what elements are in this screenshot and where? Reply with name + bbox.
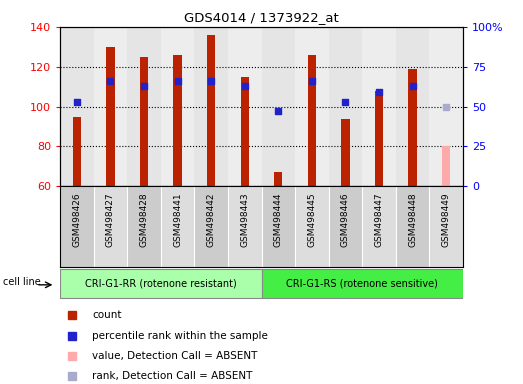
Bar [341, 119, 349, 186]
Bar [241, 77, 249, 186]
Text: GSM498441: GSM498441 [173, 193, 182, 247]
Text: count: count [93, 310, 122, 320]
Text: CRI-G1-RS (rotenone sensitive): CRI-G1-RS (rotenone sensitive) [286, 278, 438, 288]
FancyBboxPatch shape [60, 268, 262, 298]
Bar [161, 186, 195, 267]
Text: GSM498445: GSM498445 [308, 193, 316, 247]
Point [408, 83, 417, 89]
Bar [362, 186, 396, 267]
Bar [195, 186, 228, 267]
Bar [429, 186, 463, 267]
Point [241, 83, 249, 89]
Bar [308, 55, 316, 186]
Bar [328, 27, 362, 186]
Bar [127, 186, 161, 267]
Bar [73, 116, 81, 186]
Bar [408, 69, 417, 186]
Bar [127, 27, 161, 186]
Bar [94, 27, 127, 186]
Bar [94, 186, 127, 267]
Bar [375, 91, 383, 186]
Point [274, 108, 282, 114]
Text: GSM498444: GSM498444 [274, 193, 283, 247]
Bar [328, 186, 362, 267]
Text: GSM498428: GSM498428 [140, 193, 149, 247]
Text: GSM498426: GSM498426 [72, 193, 82, 247]
Text: percentile rank within the sample: percentile rank within the sample [93, 331, 268, 341]
Bar [161, 27, 195, 186]
Text: GSM498449: GSM498449 [441, 193, 451, 247]
Point [207, 78, 215, 84]
Text: cell line: cell line [3, 276, 41, 286]
Text: value, Detection Call = ABSENT: value, Detection Call = ABSENT [93, 351, 258, 361]
Bar [60, 27, 94, 186]
Bar [429, 27, 463, 186]
Bar [228, 186, 262, 267]
Bar [274, 172, 282, 186]
Bar [362, 27, 396, 186]
FancyBboxPatch shape [262, 268, 463, 298]
Text: GSM498447: GSM498447 [374, 193, 383, 247]
Bar [262, 186, 295, 267]
Point [341, 99, 349, 105]
Text: rank, Detection Call = ABSENT: rank, Detection Call = ABSENT [93, 371, 253, 381]
Text: GSM498427: GSM498427 [106, 193, 115, 247]
Point [442, 104, 450, 110]
Bar [295, 27, 328, 186]
Bar [207, 35, 215, 186]
Bar [60, 186, 94, 267]
Title: GDS4014 / 1373922_at: GDS4014 / 1373922_at [184, 11, 339, 24]
Text: GSM498442: GSM498442 [207, 193, 215, 247]
Bar [174, 55, 182, 186]
Bar [442, 146, 450, 186]
Bar [295, 186, 328, 267]
Point [73, 99, 81, 105]
Point [106, 78, 115, 84]
Point [308, 78, 316, 84]
Bar [106, 47, 115, 186]
Bar [228, 27, 262, 186]
Bar [396, 27, 429, 186]
Text: GSM498443: GSM498443 [240, 193, 249, 247]
Bar [140, 57, 148, 186]
Point [174, 78, 182, 84]
Bar [396, 186, 429, 267]
Text: CRI-G1-RR (rotenone resistant): CRI-G1-RR (rotenone resistant) [85, 278, 237, 288]
Text: GSM498448: GSM498448 [408, 193, 417, 247]
Point [140, 83, 148, 89]
Bar [195, 27, 228, 186]
Bar [262, 27, 295, 186]
Text: GSM498446: GSM498446 [341, 193, 350, 247]
Point [375, 89, 383, 95]
